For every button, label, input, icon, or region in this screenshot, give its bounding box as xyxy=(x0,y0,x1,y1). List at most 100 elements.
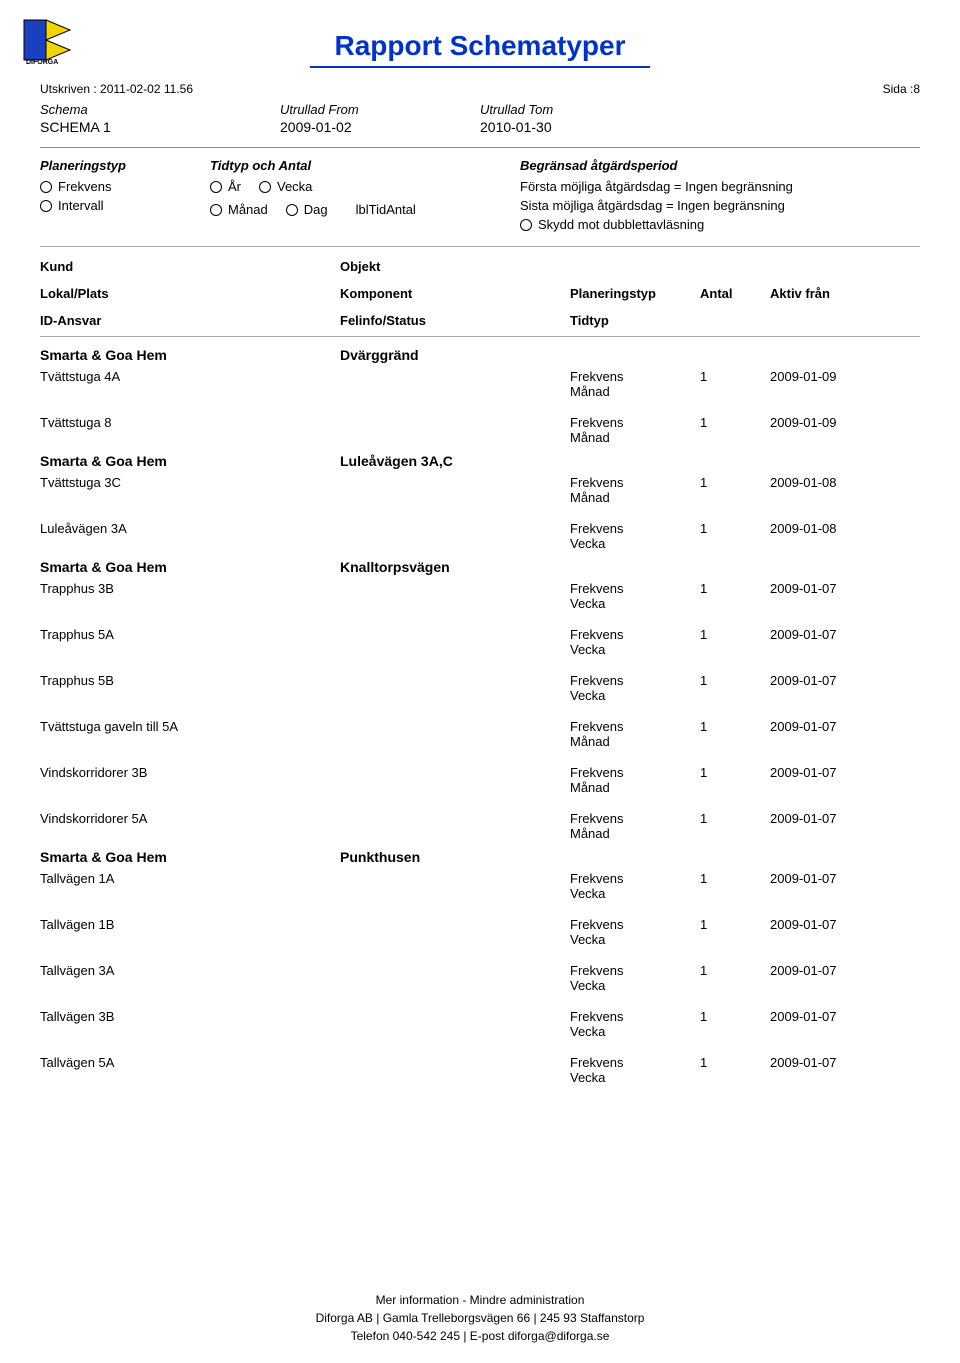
footer-line2: Diforga AB | Gamla Trelleborgsvägen 66 |… xyxy=(0,1309,960,1327)
item-tidtyp: Månad xyxy=(570,384,700,399)
item-plan: Frekvens xyxy=(570,673,700,688)
item-plan: Frekvens xyxy=(570,415,700,430)
item-antal: 1 xyxy=(700,1009,770,1024)
plan-line3: Skydd mot dubblettavläsning xyxy=(538,217,704,232)
schema-tom-label: Utrullad Tom xyxy=(480,102,680,117)
item-lokal: Trapphus 3B xyxy=(40,581,340,596)
list-item: Tallvägen 1BFrekvens12009-01-07 xyxy=(40,917,920,932)
item-plan: Frekvens xyxy=(570,719,700,734)
meta-page: Sida :8 xyxy=(883,82,920,96)
list-item-sub: Vecka xyxy=(40,642,920,657)
list-item: Vindskorridorer 3B Frekvens12009-01-07 xyxy=(40,765,920,780)
list-item: Tallvägen 3BFrekvens12009-01-07 xyxy=(40,1009,920,1024)
page-number: 8 xyxy=(913,82,920,96)
item-plan: Frekvens xyxy=(570,369,700,384)
item-antal: 1 xyxy=(700,521,770,536)
item-antal: 1 xyxy=(700,811,770,826)
item-lokal: Vindskorridorer 5A xyxy=(40,811,340,826)
item-aktiv: 2009-01-08 xyxy=(770,521,890,536)
list-item-sub: Vecka xyxy=(40,978,920,993)
radio-frekvens-icon[interactable] xyxy=(40,181,52,193)
list-item-sub: Vecka xyxy=(40,1070,920,1085)
item-antal: 1 xyxy=(700,369,770,384)
item-tidtyp: Månad xyxy=(570,780,700,795)
item-lokal: Tallvägen 5A xyxy=(40,1055,340,1070)
item-lokal: Tvättstuga 8 xyxy=(40,415,340,430)
head-kund: Kund xyxy=(40,259,340,274)
footer-line3: Telefon 040-542 245 | E-post diforga@dif… xyxy=(0,1327,960,1345)
radio-frekvens-label: Frekvens xyxy=(58,179,111,194)
item-plan: Frekvens xyxy=(570,475,700,490)
radio-dag-icon[interactable] xyxy=(286,204,298,216)
head-objekt: Objekt xyxy=(340,259,570,274)
page-footer: Mer information - Mindre administration … xyxy=(0,1291,960,1345)
item-aktiv: 2009-01-07 xyxy=(770,719,890,734)
item-tidtyp: Vecka xyxy=(570,1070,700,1085)
list-item: Trapphus 3BFrekvens12009-01-07 xyxy=(40,581,920,596)
item-plan: Frekvens xyxy=(570,871,700,886)
radio-dag-label: Dag xyxy=(304,202,328,217)
printed-label: Utskriven : xyxy=(40,82,97,96)
item-lokal: Luleåvägen 3A xyxy=(40,521,340,536)
item-aktiv: 2009-01-07 xyxy=(770,1009,890,1024)
footer-line1: Mer information - Mindre administration xyxy=(0,1291,960,1309)
item-tidtyp: Månad xyxy=(570,826,700,841)
list-item: Vindskorridorer 5A Frekvens12009-01-07 xyxy=(40,811,920,826)
item-plan: Frekvens xyxy=(570,963,700,978)
group-objekt: Punkthusen xyxy=(340,849,570,865)
list-item-sub: Månad xyxy=(40,384,920,399)
radio-vecka-icon[interactable] xyxy=(259,181,271,193)
item-tidtyp: Månad xyxy=(570,490,700,505)
item-tidtyp: Vecka xyxy=(570,1024,700,1039)
list-item-sub: Vecka xyxy=(40,536,920,551)
head-komponent: Komponent xyxy=(340,286,570,301)
svg-text:DIFORGA: DIFORGA xyxy=(26,59,58,66)
head-felinfo: Felinfo/Status xyxy=(340,313,570,328)
radio-ar-icon[interactable] xyxy=(210,181,222,193)
list-item-sub: Vecka xyxy=(40,596,920,611)
item-plan: Frekvens xyxy=(570,627,700,642)
item-lokal: Trapphus 5B xyxy=(40,673,340,688)
item-aktiv: 2009-01-07 xyxy=(770,765,890,780)
item-tidtyp: Vecka xyxy=(570,886,700,901)
radio-ar-label: År xyxy=(228,179,241,194)
list-item-sub: Vecka xyxy=(40,1024,920,1039)
plan-line1: Första möjliga åtgärdsdag = Ingen begrän… xyxy=(520,179,920,194)
item-antal: 1 xyxy=(700,719,770,734)
item-antal: 1 xyxy=(700,581,770,596)
page-label: Sida : xyxy=(883,82,914,96)
group-objekt: Dvärggränd xyxy=(340,347,570,363)
radio-skydd-icon[interactable] xyxy=(520,219,532,231)
group-kund: Smarta & Goa Hem xyxy=(40,453,340,469)
group-header: Smarta & Goa HemLuleåvägen 3A,C xyxy=(40,453,920,469)
item-antal: 1 xyxy=(700,871,770,886)
plan-col2-title: Tidtyp och Antal xyxy=(210,158,490,173)
item-antal: 1 xyxy=(700,765,770,780)
radio-intervall-icon[interactable] xyxy=(40,200,52,212)
item-tidtyp: Vecka xyxy=(570,978,700,993)
item-lokal: Tvättstuga gaveln till 5A xyxy=(40,719,340,734)
schema-from-value: 2009-01-02 xyxy=(280,119,480,135)
list-item: Tvättstuga 3CFrekvens12009-01-08 xyxy=(40,475,920,490)
item-lokal: Vindskorridorer 3B xyxy=(40,765,340,780)
list-item-sub: Månad xyxy=(40,430,920,445)
item-tidtyp: Vecka xyxy=(570,932,700,947)
list-item-sub: Vecka xyxy=(40,688,920,703)
item-antal: 1 xyxy=(700,917,770,932)
plan-line2: Sista möjliga åtgärdsdag = Ingen begräns… xyxy=(520,198,920,213)
group-header: Smarta & Goa HemDvärggränd xyxy=(40,347,920,363)
item-lokal: Tvättstuga 4A xyxy=(40,369,340,384)
item-plan: Frekvens xyxy=(570,811,700,826)
item-plan: Frekvens xyxy=(570,765,700,780)
item-plan: Frekvens xyxy=(570,581,700,596)
list-item: Luleåvägen 3AFrekvens12009-01-08 xyxy=(40,521,920,536)
item-antal: 1 xyxy=(700,415,770,430)
radio-manad-icon[interactable] xyxy=(210,204,222,216)
item-aktiv: 2009-01-07 xyxy=(770,811,890,826)
head-aktiv: Aktiv från xyxy=(770,286,890,301)
schema-from-label: Utrullad From xyxy=(280,102,480,117)
group-kund: Smarta & Goa Hem xyxy=(40,849,340,865)
item-aktiv: 2009-01-07 xyxy=(770,1055,890,1070)
item-lokal: Tallvägen 1A xyxy=(40,871,340,886)
list-item-sub: Månad xyxy=(40,490,920,505)
